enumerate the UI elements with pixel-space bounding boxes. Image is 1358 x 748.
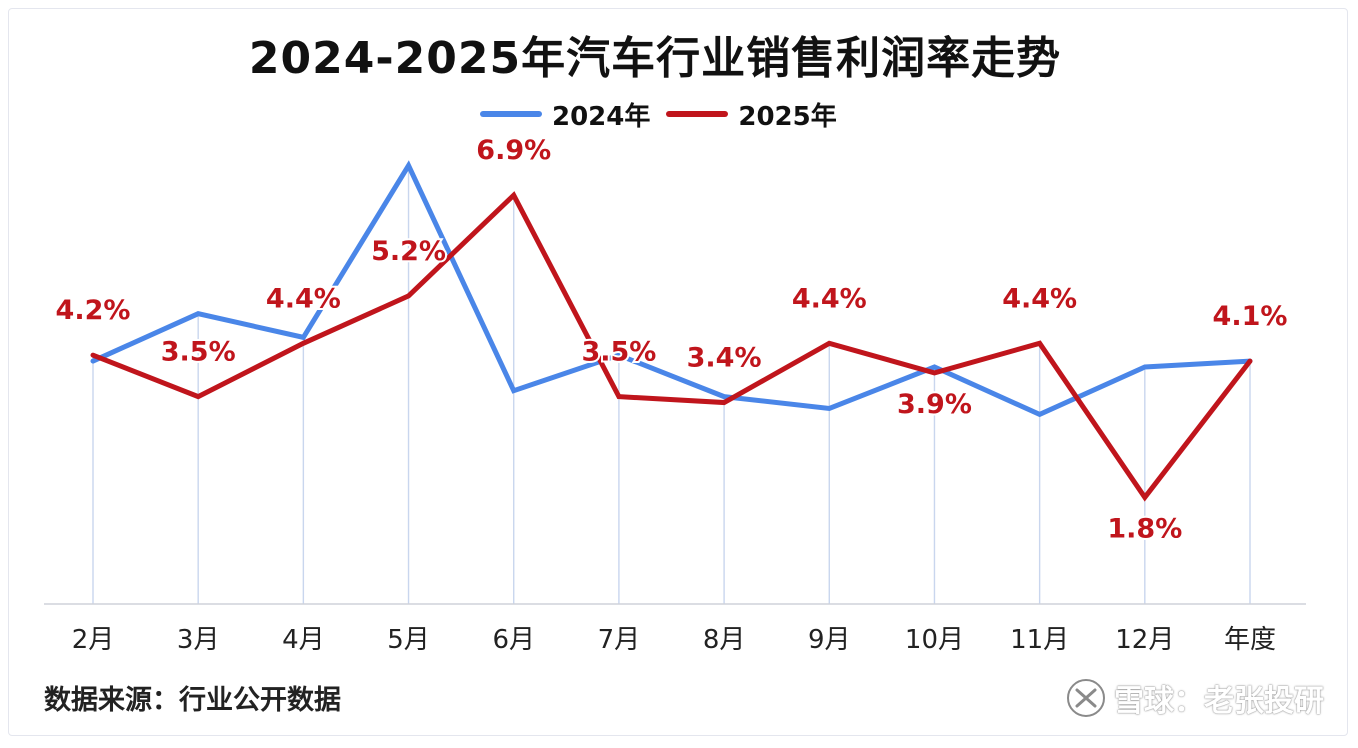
x-tick-label: 4月 bbox=[282, 625, 325, 655]
x-tick-label: 9月 bbox=[808, 625, 851, 655]
legend-item-2025: 2025年 bbox=[666, 96, 837, 133]
x-tick-label: 年度 bbox=[1224, 625, 1276, 655]
data-label: 5.2% bbox=[371, 236, 446, 267]
x-tick-label: 3月 bbox=[177, 625, 220, 655]
legend-swatch-2024 bbox=[480, 111, 542, 117]
legend-label-2025: 2025年 bbox=[738, 101, 837, 132]
series-line bbox=[90, 191, 1253, 502]
chart-legend: 2024年 2025年 bbox=[480, 96, 837, 132]
data-label: 3.4% bbox=[687, 343, 762, 374]
data-label: 4.4% bbox=[792, 283, 867, 314]
data-label: 6.9% bbox=[476, 135, 551, 166]
series-line bbox=[90, 160, 1253, 418]
drop-lines bbox=[92, 165, 1251, 604]
data-source-note: 数据来源：行业公开数据 bbox=[44, 685, 341, 716]
x-tick-label: 2月 bbox=[72, 625, 115, 655]
data-label: 4.2% bbox=[56, 295, 131, 326]
x-tick-label: 10月 bbox=[905, 625, 964, 655]
data-label: 3.5% bbox=[161, 337, 236, 368]
x-tick-label: 12月 bbox=[1115, 625, 1174, 655]
x-tick-label: 7月 bbox=[598, 625, 641, 655]
series-2024 bbox=[90, 160, 1253, 418]
legend-item-2024: 2024年 bbox=[480, 96, 650, 133]
x-tick-label: 5月 bbox=[387, 625, 430, 655]
data-label: 4.1% bbox=[1213, 301, 1288, 332]
data-label: 3.5% bbox=[581, 337, 656, 368]
data-labels-2025: 4.2% 3.5% 4.4% 5.2% 6.9% 3.5% 3.4% 4.4% 3.9% 4.4%… bbox=[54, 133, 1290, 546]
legend-label-2024: 2024年 bbox=[552, 101, 651, 132]
data-label: 4.4% bbox=[1002, 283, 1077, 314]
watermark: 雪球：老张投研 bbox=[1066, 676, 1324, 720]
data-label: 4.4% bbox=[266, 283, 341, 314]
series-2025 bbox=[90, 191, 1253, 502]
data-label: 1.8% bbox=[1107, 513, 1182, 544]
data-label: 3.9% bbox=[897, 389, 972, 420]
x-axis-tick-labels: 2月 3月 4月 5月 6月 7月 8月 9月 10月 11月 12月 年度 bbox=[72, 625, 1276, 655]
watermark-text: 雪球：老张投研 bbox=[1114, 684, 1324, 719]
x-tick-label: 6月 bbox=[492, 625, 535, 655]
legend-swatch-2025 bbox=[666, 111, 729, 117]
x-tick-label: 8月 bbox=[703, 625, 746, 655]
snowball-logo-icon bbox=[1067, 679, 1105, 717]
chart-frame bbox=[8, 8, 1348, 736]
chart-title: 2024-2025年汽车行业销售利润率走势 bbox=[248, 33, 1062, 84]
x-tick-label: 11月 bbox=[1010, 625, 1069, 655]
